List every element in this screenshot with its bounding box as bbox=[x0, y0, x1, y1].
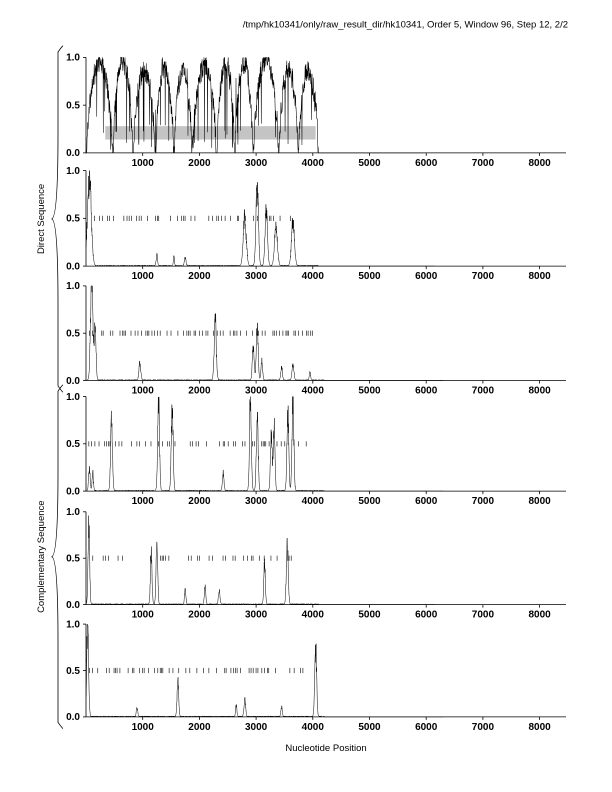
svg-text:1000: 1000 bbox=[132, 271, 155, 282]
svg-text:6000: 6000 bbox=[415, 610, 438, 621]
svg-text:3000: 3000 bbox=[245, 271, 268, 282]
svg-text:1.0: 1.0 bbox=[66, 619, 80, 630]
svg-text:Complementary Sequence: Complementary Sequence bbox=[36, 500, 47, 612]
svg-text:2000: 2000 bbox=[188, 496, 211, 507]
svg-text:5000: 5000 bbox=[358, 271, 381, 282]
svg-text:7000: 7000 bbox=[472, 386, 495, 397]
svg-text:0.5: 0.5 bbox=[66, 439, 80, 450]
svg-text:4000: 4000 bbox=[302, 158, 325, 169]
svg-text:2000: 2000 bbox=[188, 386, 211, 397]
svg-text:7000: 7000 bbox=[472, 496, 495, 507]
svg-text:3000: 3000 bbox=[245, 722, 268, 733]
svg-text:Nucleotide Position: Nucleotide Position bbox=[285, 743, 366, 754]
svg-text:8000: 8000 bbox=[528, 271, 551, 282]
svg-text:0.0: 0.0 bbox=[66, 261, 80, 272]
svg-text:/tmp/hk10341/only/raw_result_d: /tmp/hk10341/only/raw_result_dir/hk10341… bbox=[243, 20, 568, 31]
svg-text:1.0: 1.0 bbox=[66, 392, 80, 403]
svg-text:8000: 8000 bbox=[528, 496, 551, 507]
svg-text:4000: 4000 bbox=[302, 386, 325, 397]
svg-text:7000: 7000 bbox=[472, 610, 495, 621]
svg-text:8000: 8000 bbox=[528, 386, 551, 397]
svg-text:0.5: 0.5 bbox=[66, 329, 80, 340]
svg-text:5000: 5000 bbox=[358, 496, 381, 507]
svg-text:0.0: 0.0 bbox=[66, 712, 80, 723]
svg-text:5000: 5000 bbox=[358, 722, 381, 733]
svg-text:1000: 1000 bbox=[132, 386, 155, 397]
svg-text:0.5: 0.5 bbox=[66, 554, 80, 565]
svg-text:2000: 2000 bbox=[188, 610, 211, 621]
svg-text:3000: 3000 bbox=[245, 496, 268, 507]
svg-text:1000: 1000 bbox=[132, 496, 155, 507]
svg-text:5000: 5000 bbox=[358, 158, 381, 169]
svg-text:0.0: 0.0 bbox=[66, 376, 80, 387]
svg-text:2000: 2000 bbox=[188, 722, 211, 733]
svg-text:4000: 4000 bbox=[302, 496, 325, 507]
svg-text:6000: 6000 bbox=[415, 386, 438, 397]
svg-text:0.0: 0.0 bbox=[66, 486, 80, 497]
svg-text:1.0: 1.0 bbox=[66, 166, 80, 177]
svg-text:Direct Sequence: Direct Sequence bbox=[36, 184, 47, 254]
svg-text:3000: 3000 bbox=[245, 158, 268, 169]
svg-text:6000: 6000 bbox=[415, 722, 438, 733]
svg-text:5000: 5000 bbox=[358, 610, 381, 621]
svg-text:1000: 1000 bbox=[132, 610, 155, 621]
svg-text:4000: 4000 bbox=[302, 271, 325, 282]
svg-text:1000: 1000 bbox=[132, 158, 155, 169]
svg-text:8000: 8000 bbox=[528, 722, 551, 733]
svg-text:6000: 6000 bbox=[415, 158, 438, 169]
svg-text:8000: 8000 bbox=[528, 610, 551, 621]
svg-text:2000: 2000 bbox=[188, 271, 211, 282]
svg-text:1000: 1000 bbox=[132, 722, 155, 733]
svg-text:6000: 6000 bbox=[415, 271, 438, 282]
svg-text:7000: 7000 bbox=[472, 271, 495, 282]
svg-text:1.0: 1.0 bbox=[66, 507, 80, 518]
svg-text:1.0: 1.0 bbox=[66, 53, 80, 64]
svg-text:4000: 4000 bbox=[302, 722, 325, 733]
svg-text:6000: 6000 bbox=[415, 496, 438, 507]
svg-text:5000: 5000 bbox=[358, 386, 381, 397]
svg-text:0.5: 0.5 bbox=[66, 100, 80, 111]
svg-text:7000: 7000 bbox=[472, 722, 495, 733]
svg-text:3000: 3000 bbox=[245, 610, 268, 621]
svg-text:7000: 7000 bbox=[472, 158, 495, 169]
svg-text:3000: 3000 bbox=[245, 386, 268, 397]
svg-text:0.0: 0.0 bbox=[66, 600, 80, 611]
svg-text:0.0: 0.0 bbox=[66, 148, 80, 159]
svg-text:1.0: 1.0 bbox=[66, 281, 80, 292]
svg-text:0.5: 0.5 bbox=[66, 214, 80, 225]
svg-text:0.5: 0.5 bbox=[66, 666, 80, 677]
svg-text:4000: 4000 bbox=[302, 610, 325, 621]
svg-text:2000: 2000 bbox=[188, 158, 211, 169]
svg-text:8000: 8000 bbox=[528, 158, 551, 169]
